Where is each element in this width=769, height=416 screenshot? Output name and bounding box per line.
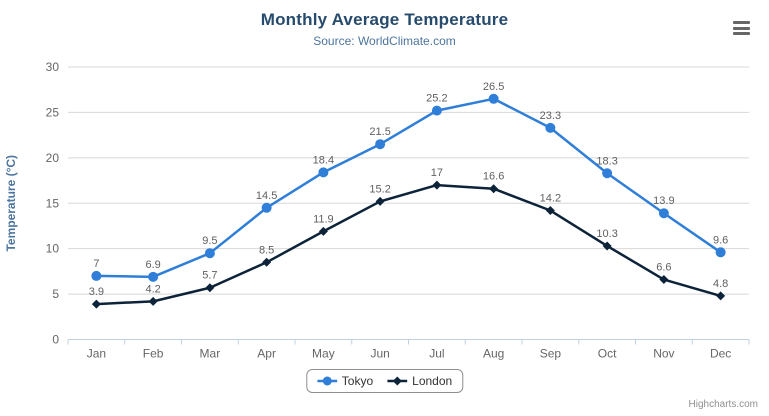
y-axis-tick-label: 30 <box>46 60 60 74</box>
data-label: 16.6 <box>483 171 504 183</box>
data-point-tokyo[interactable] <box>261 202 272 213</box>
legend-marker-diamond-icon <box>387 376 408 386</box>
y-axis-tick-label: 20 <box>46 151 60 165</box>
x-axis-tick-label: Jul <box>429 347 444 361</box>
data-point-london[interactable] <box>432 180 442 190</box>
data-point-tokyo[interactable] <box>148 271 159 282</box>
data-point-london[interactable] <box>205 283 215 293</box>
data-point-london[interactable] <box>375 196 385 206</box>
data-label: 9.5 <box>202 235 217 247</box>
data-label: 9.6 <box>713 234 728 246</box>
data-label: 6.9 <box>145 259 160 271</box>
x-axis-tick-label: Mar <box>200 347 221 361</box>
x-axis-tick-label: Jun <box>370 347 389 361</box>
data-point-tokyo[interactable] <box>91 270 102 281</box>
data-point-london[interactable] <box>318 226 328 236</box>
data-point-tokyo[interactable] <box>488 93 499 104</box>
data-point-tokyo[interactable] <box>318 167 329 178</box>
data-label: 11.9 <box>313 213 334 225</box>
data-label: 26.5 <box>483 81 504 93</box>
data-point-london[interactable] <box>148 296 158 306</box>
x-axis-tick-label: Nov <box>653 347 674 361</box>
data-point-tokyo[interactable] <box>375 139 386 150</box>
y-axis-title: Temperature (°C) <box>4 155 18 252</box>
data-point-london[interactable] <box>545 206 555 216</box>
data-point-tokyo[interactable] <box>204 248 215 259</box>
y-axis-tick-label: 5 <box>52 287 59 301</box>
data-label: 8.5 <box>259 244 274 256</box>
x-axis-tick-label: May <box>312 347 335 361</box>
y-axis-tick-label: 10 <box>46 242 60 256</box>
data-point-london[interactable] <box>659 275 669 285</box>
data-label: 17 <box>431 167 443 179</box>
data-label: 5.7 <box>202 270 217 282</box>
legend-marker-circle-icon <box>316 376 337 386</box>
data-point-tokyo[interactable] <box>658 208 669 219</box>
data-label: 18.3 <box>596 155 617 167</box>
data-label: 13.9 <box>653 195 674 207</box>
y-axis-tick-label: 15 <box>46 196 60 210</box>
credits-link[interactable]: Highcharts.com <box>688 399 758 410</box>
x-axis-tick-label: Sep <box>540 347 562 361</box>
data-label: 14.5 <box>256 190 277 202</box>
data-point-london[interactable] <box>489 184 499 194</box>
data-label: 7 <box>93 258 99 270</box>
data-label: 15.2 <box>369 183 390 195</box>
x-axis-tick-label: Feb <box>143 347 164 361</box>
data-label: 6.6 <box>656 262 671 274</box>
chart-subtitle: Source: WorldClimate.com <box>313 34 456 48</box>
legend-label: Tokyo <box>341 374 374 388</box>
x-axis-tick-label: Jan <box>87 347 106 361</box>
data-label: 4.2 <box>145 283 160 295</box>
legend-item-tokyo[interactable]: Tokyo <box>316 374 374 388</box>
series-line-london <box>96 183 721 306</box>
y-axis-tick-label: 0 <box>52 333 59 347</box>
x-axis-tick-label: Apr <box>257 347 276 361</box>
data-point-london[interactable] <box>602 241 612 251</box>
series-line-tokyo <box>96 97 722 279</box>
data-point-london[interactable] <box>716 291 726 301</box>
x-axis-tick-label: Aug <box>483 347 504 361</box>
data-label: 3.9 <box>89 286 104 298</box>
data-label: 10.3 <box>596 228 617 240</box>
data-label: 4.8 <box>713 278 728 290</box>
data-point-london[interactable] <box>262 257 272 267</box>
data-label: 21.5 <box>369 126 390 138</box>
data-point-tokyo[interactable] <box>545 122 556 133</box>
x-axis-tick-label: Dec <box>710 347 731 361</box>
data-point-london[interactable] <box>91 299 101 309</box>
legend-label: London <box>412 374 453 388</box>
data-point-tokyo[interactable] <box>715 247 726 258</box>
x-axis-tick-label: Oct <box>598 347 617 361</box>
data-label: 14.2 <box>540 193 561 205</box>
data-label: 18.4 <box>313 154 334 166</box>
data-label: 25.2 <box>426 93 447 105</box>
chart-title: Monthly Average Temperature <box>260 10 509 29</box>
hamburger-menu-icon[interactable] <box>733 21 750 35</box>
data-label: 23.3 <box>540 110 561 122</box>
y-axis-tick-label: 25 <box>46 105 60 119</box>
legend: Tokyo London <box>305 369 464 393</box>
data-point-tokyo[interactable] <box>602 168 613 179</box>
legend-item-london[interactable]: London <box>387 374 452 388</box>
data-point-tokyo[interactable] <box>431 105 442 116</box>
